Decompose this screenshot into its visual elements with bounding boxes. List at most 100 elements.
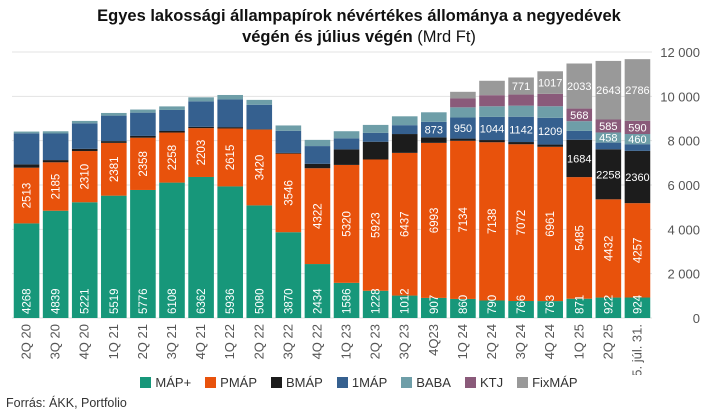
x-tick-label: 3Q 20 [48, 324, 63, 359]
bar-segment-ktj [508, 94, 534, 106]
bar-segment-1m-p [362, 132, 389, 142]
bar-segment-1m-p [130, 112, 156, 136]
data-label: 2358 [138, 151, 150, 177]
data-label: 6961 [545, 211, 557, 237]
data-label: 6437 [400, 211, 412, 237]
bar-segment-baba [13, 131, 40, 134]
bar-segment-bm-p [275, 152, 302, 154]
bar-segment-baba [246, 99, 273, 105]
bar-segment-bm-p [421, 137, 447, 143]
chart-title-line2-bold: végén és július végén [242, 28, 413, 46]
bar-segment-pm-p [391, 152, 418, 296]
x-tick-label: 2Q 23 [368, 324, 383, 359]
bar-segment-pm-p [421, 142, 447, 298]
data-label: 590 [628, 122, 646, 134]
x-tick-label: 1Q 21 [106, 324, 121, 359]
x-tick-label: 3Q 24 [513, 324, 528, 359]
x-tick-label: 3Q 21 [164, 324, 179, 359]
y-axis: 0 2 000 4 000 6 000 8 000 10 000 12 000 [660, 45, 700, 326]
bar-segment-m-p- [42, 210, 69, 318]
legend-label: 1MÁP [351, 375, 388, 390]
bar-segment-m-p- [13, 223, 40, 318]
data-label: 7138 [487, 209, 499, 235]
bar-segment-m-p- [391, 295, 418, 318]
bar-segment-bm-p [217, 127, 243, 129]
bar-segment-baba [450, 107, 476, 118]
bar-segment-1m-p [450, 117, 476, 139]
legend-item-fixm-p: FixMÁP [517, 375, 578, 390]
legend-swatch [271, 377, 283, 388]
bar-segment-bm-p [566, 139, 593, 178]
bar-segment-1m-p [566, 130, 593, 140]
x-tick-label: 2Q 25 [600, 324, 615, 359]
chart-title: Egyes lakossági állampapírok névértékes … [0, 6, 718, 48]
x-tick-label: 1Q 23 [339, 324, 354, 359]
data-label: 2033 [567, 81, 591, 93]
data-label: 6108 [167, 288, 179, 314]
data-label: 922 [603, 295, 615, 314]
data-label: 2360 [625, 172, 649, 184]
data-label: 1012 [400, 288, 412, 314]
x-tick-label: 1Q 24 [455, 324, 470, 359]
data-label: 3420 [254, 155, 266, 181]
data-label: 2786 [625, 85, 649, 97]
bar-segment-ktj [566, 108, 593, 122]
data-label: 2185 [51, 174, 63, 200]
x-tick-label: 2Q 22 [251, 324, 266, 359]
x-tick-label: 4Q23 [426, 324, 441, 356]
bar-segment-m-p- [479, 300, 505, 318]
data-label: 5923 [371, 212, 383, 238]
data-label: 907 [429, 295, 441, 314]
data-label: 4432 [603, 236, 615, 262]
bar-segment-bm-p [42, 160, 69, 163]
bar-segment-bm-p [508, 142, 534, 145]
bar-segment-m-p- [508, 301, 534, 318]
data-label: 2258 [596, 169, 620, 181]
bar-segment-m-p- [537, 301, 563, 318]
data-label: 6362 [196, 288, 208, 314]
bar-segment-m-p- [217, 186, 243, 318]
bar-segment-pm-p [566, 177, 593, 299]
bar-segment-pm-p [304, 168, 331, 265]
bar-segment-pm-p [42, 162, 69, 211]
legend-swatch [140, 377, 152, 388]
data-label: 5221 [80, 288, 92, 314]
data-label: 871 [574, 295, 586, 314]
bar-segment-baba [421, 112, 447, 122]
data-label: 2513 [22, 183, 34, 209]
bar-segment-1m-p [13, 133, 40, 165]
data-label: 1044 [480, 123, 504, 135]
legend-label: PMÁP [220, 375, 258, 390]
x-tick-label: 3Q 23 [397, 324, 412, 359]
bar-segment-baba [159, 106, 185, 110]
bar-segment-pm-p [450, 140, 476, 299]
bar-segment-bm-p [333, 149, 360, 165]
bar-segment-baba [275, 125, 302, 131]
bar-segment-pm-p [333, 164, 360, 283]
bar-segment-baba [537, 106, 563, 118]
data-label: 2203 [196, 140, 208, 166]
bar-segment-pm-p [188, 128, 214, 177]
y-tick-label: 12 000 [660, 45, 700, 60]
bar-segment-m-p- [188, 176, 214, 318]
bar-segment-pm-p [130, 137, 156, 190]
x-tick-label: 2Q 21 [135, 324, 150, 359]
x-tick-label: 3Q 22 [280, 324, 295, 359]
legend-item-1m-p: 1MÁP [336, 375, 388, 390]
data-label: 7134 [458, 206, 470, 232]
data-label: 873 [425, 125, 443, 137]
bar-segment-1m-p [508, 116, 534, 143]
bar-segment-bm-p [537, 144, 563, 147]
x-tick-label: 4Q 21 [193, 324, 208, 359]
bar-segment-bm-p [304, 163, 331, 169]
data-label: 1017 [538, 78, 562, 90]
bar-segment-baba [71, 120, 98, 124]
bar-segment-baba [508, 105, 534, 117]
bar-segment-bm-p [479, 140, 505, 143]
bar-segment-m-p- [333, 282, 360, 318]
data-label: 1209 [538, 126, 562, 138]
legend-label: BMÁP [286, 375, 323, 390]
bar-segment-ktj [595, 119, 622, 133]
bar-segment-fixm-p [450, 91, 476, 99]
data-label: 766 [516, 295, 528, 314]
